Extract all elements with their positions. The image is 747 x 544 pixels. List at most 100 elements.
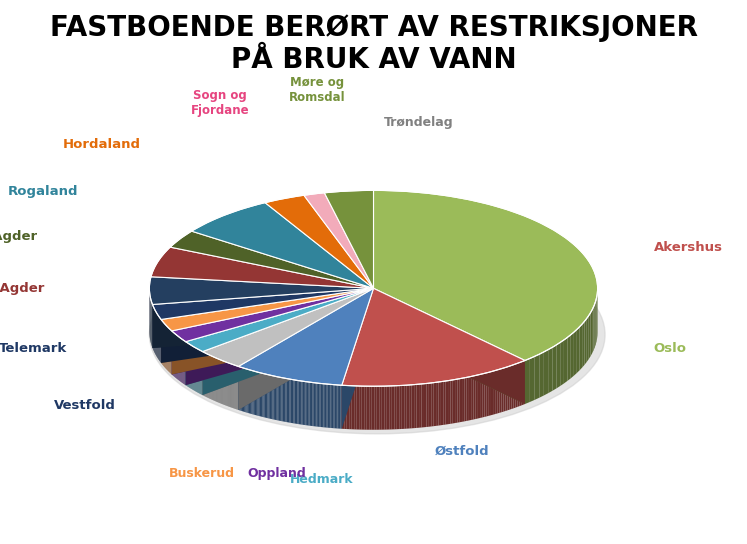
Polygon shape — [544, 350, 548, 395]
Polygon shape — [586, 316, 589, 362]
Polygon shape — [591, 310, 592, 356]
Polygon shape — [483, 373, 485, 417]
Polygon shape — [250, 370, 251, 414]
Polygon shape — [333, 385, 335, 428]
Polygon shape — [323, 384, 325, 428]
Polygon shape — [485, 373, 486, 417]
Polygon shape — [255, 372, 256, 415]
Polygon shape — [448, 380, 450, 424]
Polygon shape — [453, 380, 455, 423]
Polygon shape — [564, 337, 568, 384]
Polygon shape — [191, 202, 374, 288]
Polygon shape — [336, 385, 338, 429]
Polygon shape — [446, 381, 448, 424]
Polygon shape — [279, 377, 280, 421]
Polygon shape — [421, 384, 424, 428]
Polygon shape — [319, 384, 320, 427]
Polygon shape — [342, 288, 525, 386]
Polygon shape — [170, 231, 374, 288]
Polygon shape — [326, 384, 328, 428]
Polygon shape — [574, 330, 577, 376]
Polygon shape — [270, 375, 271, 419]
Polygon shape — [329, 384, 330, 428]
Text: Aust Agder: Aust Agder — [0, 282, 45, 295]
Polygon shape — [402, 385, 404, 429]
Polygon shape — [387, 386, 389, 430]
Polygon shape — [161, 288, 374, 363]
Polygon shape — [185, 288, 374, 385]
Polygon shape — [347, 386, 350, 429]
Polygon shape — [350, 386, 352, 429]
Polygon shape — [474, 375, 476, 419]
Polygon shape — [455, 379, 457, 423]
Polygon shape — [489, 372, 491, 416]
Polygon shape — [427, 383, 429, 427]
Polygon shape — [585, 318, 586, 365]
Polygon shape — [429, 383, 431, 426]
Polygon shape — [322, 384, 323, 427]
Polygon shape — [292, 380, 294, 423]
Polygon shape — [369, 386, 372, 430]
Polygon shape — [238, 288, 374, 410]
Polygon shape — [495, 370, 498, 414]
Polygon shape — [238, 288, 374, 410]
Polygon shape — [589, 313, 591, 359]
Text: Buskerud: Buskerud — [169, 467, 235, 480]
Polygon shape — [271, 375, 273, 419]
Polygon shape — [467, 377, 469, 421]
Polygon shape — [264, 374, 266, 418]
Polygon shape — [506, 367, 507, 411]
Polygon shape — [267, 374, 269, 418]
Polygon shape — [406, 385, 409, 429]
Polygon shape — [412, 385, 414, 428]
Polygon shape — [251, 370, 252, 414]
Polygon shape — [507, 366, 509, 410]
Text: Oppland: Oppland — [247, 467, 306, 480]
Text: Vest Agder: Vest Agder — [0, 230, 37, 243]
Polygon shape — [480, 374, 483, 418]
Polygon shape — [291, 379, 292, 423]
Polygon shape — [471, 376, 474, 420]
Text: Møre og
Romsdal: Møre og Romsdal — [289, 76, 346, 104]
Polygon shape — [172, 288, 374, 374]
Polygon shape — [560, 340, 564, 386]
Polygon shape — [202, 288, 374, 395]
Polygon shape — [273, 376, 275, 420]
Polygon shape — [515, 363, 518, 407]
Polygon shape — [450, 380, 453, 424]
Polygon shape — [304, 381, 306, 425]
Polygon shape — [332, 385, 333, 428]
Polygon shape — [338, 385, 339, 429]
Text: Akershus: Akershus — [654, 241, 722, 254]
Polygon shape — [521, 361, 523, 405]
Polygon shape — [424, 384, 427, 427]
Polygon shape — [314, 382, 315, 426]
Polygon shape — [438, 382, 441, 425]
Polygon shape — [501, 368, 503, 412]
Polygon shape — [571, 332, 574, 378]
Polygon shape — [341, 385, 342, 429]
Polygon shape — [172, 288, 374, 342]
Polygon shape — [414, 385, 417, 428]
Text: Rogaland: Rogaland — [8, 185, 78, 198]
Polygon shape — [242, 368, 243, 411]
Polygon shape — [244, 368, 245, 412]
Polygon shape — [252, 370, 254, 415]
Polygon shape — [519, 362, 521, 406]
Polygon shape — [330, 385, 332, 428]
Polygon shape — [266, 374, 267, 418]
Polygon shape — [202, 288, 374, 395]
Polygon shape — [240, 367, 241, 411]
Polygon shape — [354, 386, 357, 429]
Polygon shape — [275, 376, 276, 420]
Polygon shape — [379, 386, 382, 430]
Polygon shape — [357, 386, 359, 430]
Polygon shape — [394, 386, 397, 429]
Polygon shape — [457, 379, 459, 423]
Polygon shape — [335, 385, 336, 428]
Polygon shape — [161, 288, 374, 363]
Polygon shape — [367, 386, 369, 430]
Polygon shape — [172, 288, 374, 374]
Polygon shape — [311, 382, 312, 426]
Polygon shape — [285, 378, 287, 422]
